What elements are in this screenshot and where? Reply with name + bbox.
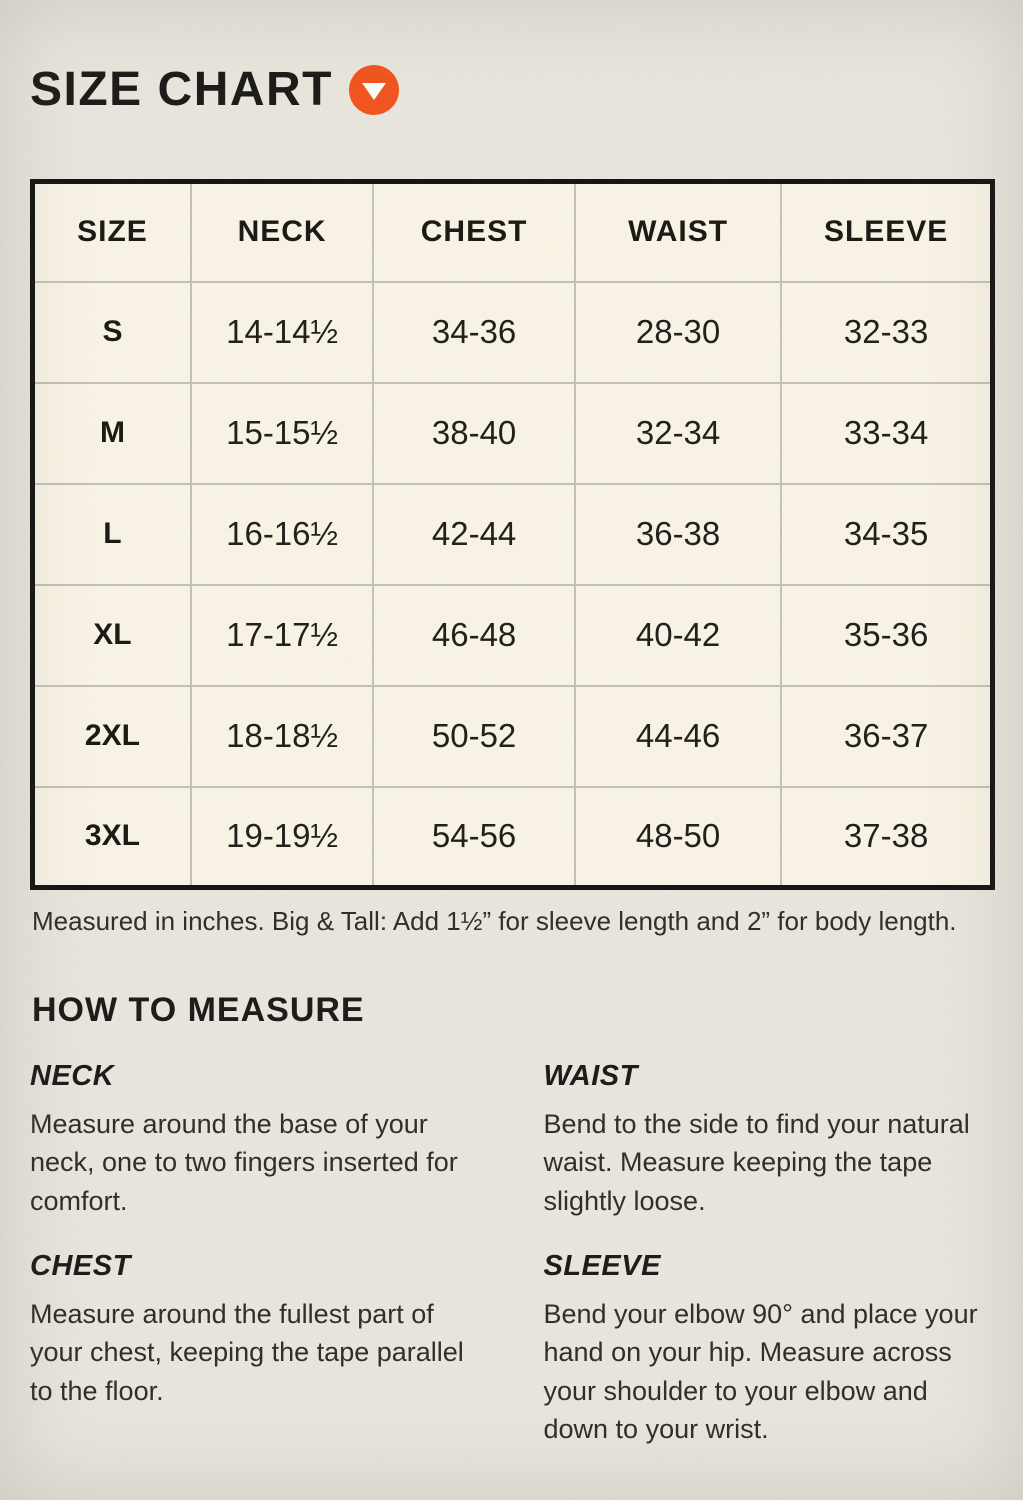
size-cell: XL xyxy=(32,584,192,686)
measure-section-label: CHEST xyxy=(30,1249,131,1282)
size-row-s: S 14-14½ 34-36 28-30 32-33 xyxy=(32,281,993,383)
measurement-cell: 28-30 xyxy=(574,281,783,383)
measurement-cell: 54-56 xyxy=(373,786,576,888)
measurement-cell: 33-34 xyxy=(843,414,929,451)
measurement-cell: 34-35 xyxy=(843,515,929,552)
measurement-cell: 38-40 xyxy=(373,382,576,484)
size-chart-page: SIZE CHART SIZE NECK CHEST WAIST SLEEVE S 14-… xyxy=(30,62,995,1448)
measurement-cell: 36-38 xyxy=(574,483,783,585)
size-row-3xl: 3XL 19-19½ 54-56 48-50 37-38 xyxy=(32,786,993,888)
measure-section-chest: CHEST Measure around the fullest part of … xyxy=(30,1250,482,1410)
measure-section-label: WAIST xyxy=(543,1060,638,1092)
chevron-down-icon xyxy=(362,83,386,100)
measurement-cell: 35-36 xyxy=(843,616,929,653)
measurement-cell: 36-37 xyxy=(843,717,929,754)
column-header-waist: WAIST xyxy=(574,181,783,282)
measure-section-label: NECK xyxy=(30,1060,115,1092)
size-cell: 3XL xyxy=(32,786,192,888)
measurement-cell: 32-34 xyxy=(574,382,783,484)
measure-section-label: SLEEVE xyxy=(543,1249,661,1282)
column-header-neck: NECK xyxy=(190,181,375,282)
size-row-xl: XL 17-17½ 46-48 40-42 35-36 xyxy=(32,584,993,686)
measurement-cell: 18-18½ xyxy=(190,685,375,787)
measurement-cell: 34-36 xyxy=(373,281,576,383)
size-chart-header: SIZE CHART xyxy=(30,62,995,117)
size-table-body: S 14-14½ 34-36 28-30 32-33 M 15-15½ 38-40 32-34 3… xyxy=(32,281,993,888)
measure-section-sleeve: SLEEVE Bend your elbow 90° and place your… xyxy=(544,1250,996,1448)
measure-section-text: Measure around the base of your neck, on… xyxy=(30,1109,458,1216)
how-to-measure-grid: NECK Measure around the base of your neck… xyxy=(30,1060,995,1448)
size-table-container: SIZE NECK CHEST WAIST SLEEVE S 14-14½ 34-36 28-… xyxy=(30,179,995,890)
measurement-cell: 46-48 xyxy=(373,584,576,686)
measure-section-text: Bend to the side to find your natural wa… xyxy=(543,1109,970,1216)
how-to-measure-title: HOW TO MEASURE xyxy=(32,991,365,1029)
page-title: SIZE CHART xyxy=(30,63,333,116)
measurement-cell: 32-33 xyxy=(843,313,929,350)
header-row: SIZE NECK CHEST WAIST SLEEVE xyxy=(32,181,993,282)
size-cell: S xyxy=(32,281,192,383)
size-cell: 2XL xyxy=(32,685,192,787)
measurement-note: Measured in inches. Big & Tall: Add 1½” … xyxy=(32,906,957,936)
measurement-cell: 16-16½ xyxy=(190,483,375,585)
measurement-cell: 48-50 xyxy=(574,786,783,888)
measure-section-text: Bend your elbow 90° and place your hand … xyxy=(543,1298,978,1444)
size-row-2xl: 2XL 18-18½ 50-52 44-46 36-37 xyxy=(32,685,993,787)
measurement-cell: 15-15½ xyxy=(190,382,375,484)
measure-section-text: Measure around the fullest part of your … xyxy=(30,1298,464,1406)
measurement-cell: 19-19½ xyxy=(190,786,375,888)
measurement-cell: 44-46 xyxy=(574,685,783,787)
measurement-cell: 37-38 xyxy=(843,817,929,855)
measurement-cell: 50-52 xyxy=(373,685,576,787)
size-table-head: SIZE NECK CHEST WAIST SLEEVE xyxy=(32,181,993,282)
measure-column-right: WAIST Bend to the side to find your natur… xyxy=(544,1060,996,1448)
size-row-l: L 16-16½ 42-44 36-38 34-35 xyxy=(32,483,993,585)
measure-section-waist: WAIST Bend to the side to find your natur… xyxy=(544,1060,996,1220)
column-header-sleeve: SLEEVE xyxy=(823,215,949,249)
column-header-size: SIZE xyxy=(32,181,192,282)
size-table: SIZE NECK CHEST WAIST SLEEVE S 14-14½ 34-36 28-… xyxy=(30,179,995,890)
size-cell: M xyxy=(32,382,192,484)
column-header-chest: CHEST xyxy=(373,181,576,282)
measurement-cell: 42-44 xyxy=(373,483,576,585)
expand-toggle-button[interactable] xyxy=(349,64,399,115)
measurement-cell: 40-42 xyxy=(574,584,783,686)
measurement-cell: 14-14½ xyxy=(190,281,375,383)
measure-column-left: NECK Measure around the base of your neck… xyxy=(30,1060,482,1448)
size-cell: L xyxy=(32,483,192,585)
size-row-m: M 15-15½ 38-40 32-34 33-34 xyxy=(32,382,993,484)
measurement-cell: 17-17½ xyxy=(190,584,375,686)
measure-section-neck: NECK Measure around the base of your neck… xyxy=(30,1060,482,1220)
